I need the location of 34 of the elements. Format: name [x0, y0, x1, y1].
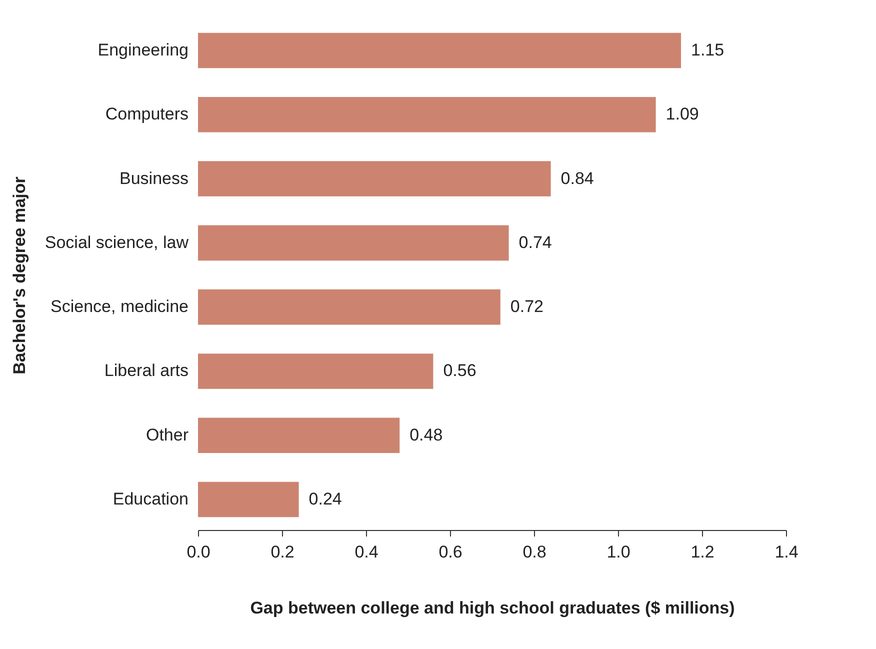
x-tick-label: 0.6: [438, 542, 462, 562]
data-label: 0.56: [443, 361, 476, 380]
x-tick-label: 0.8: [522, 542, 546, 562]
bar: [198, 354, 434, 389]
data-label: 0.48: [410, 425, 443, 444]
y-tick-label: Other: [146, 425, 189, 444]
y-tick-label: Engineering: [98, 40, 188, 60]
x-tick-label: 0.0: [186, 542, 210, 562]
bar: [198, 418, 400, 454]
data-label: 0.74: [518, 232, 552, 252]
y-tick-label: Science, medicine: [50, 297, 188, 316]
y-tick-label: Business: [120, 168, 188, 188]
bar: [198, 225, 509, 261]
bar: [198, 161, 551, 196]
data-label: 1.09: [666, 104, 699, 124]
y-tick-label: Education: [112, 490, 188, 509]
bar: [198, 32, 681, 68]
y-tick-label: Liberal arts: [104, 361, 188, 380]
bar: [198, 482, 299, 518]
data-label: 0.72: [510, 297, 544, 316]
x-axis-title: Gap between college and high school graduates ($ millions): [250, 598, 735, 618]
data-label: 0.24: [308, 490, 342, 509]
bar: [198, 289, 500, 325]
x-tick-label: 1.2: [690, 542, 714, 562]
x-tick-label: 1.0: [606, 542, 630, 562]
y-tick-label: Social science, law: [44, 232, 190, 252]
y-tick-label: Computers: [105, 104, 188, 124]
data-label: 1.15: [691, 40, 724, 60]
data-label: 0.84: [560, 168, 594, 188]
y-axis-title: Bachelor's degree major: [10, 176, 29, 374]
bar: [198, 96, 656, 132]
x-tick-label: 0.4: [354, 542, 378, 562]
x-tick-label: 1.4: [774, 542, 798, 562]
x-tick-label: 0.2: [270, 542, 294, 562]
